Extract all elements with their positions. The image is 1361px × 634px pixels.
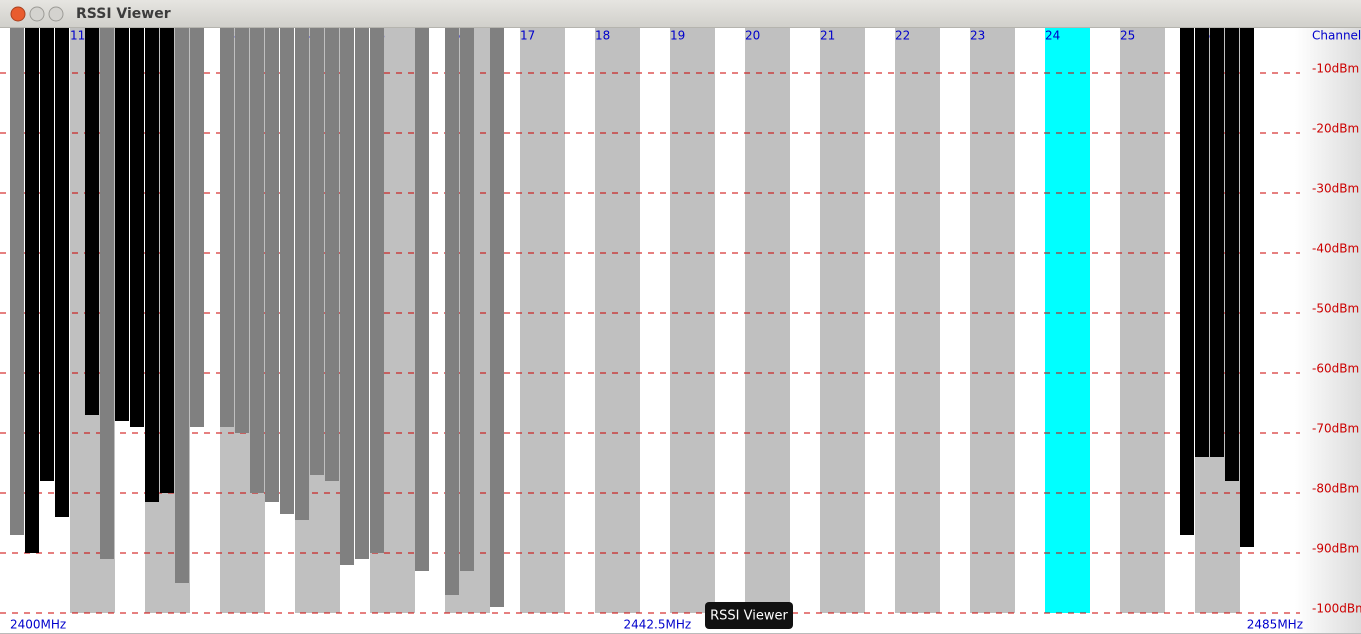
- rssi-bar: [40, 28, 54, 481]
- close-button[interactable]: [10, 6, 26, 22]
- rssi-bar: [175, 28, 189, 583]
- x-tick-label: 2400MHz: [10, 618, 66, 632]
- plot: 11121314151617181920212223242526Channel-…: [0, 28, 1361, 632]
- rssi-bar: [250, 28, 264, 493]
- channel-band: [970, 28, 1015, 613]
- edge-fade: [1295, 28, 1361, 634]
- channel-label: 23: [970, 29, 985, 43]
- channel-label: 20: [745, 29, 760, 43]
- rssi-bar: [235, 28, 249, 433]
- y-tick-label: -90dBm: [1312, 542, 1359, 556]
- channel-label: 25: [1120, 29, 1135, 43]
- rssi-bar: [1180, 28, 1194, 535]
- channel-label: 22: [895, 29, 910, 43]
- y-tick-label: -20dBm: [1312, 122, 1359, 136]
- rssi-bar: [85, 28, 99, 415]
- rssi-bar: [490, 28, 504, 607]
- rssi-bar: [145, 28, 159, 502]
- title-bar: [0, 0, 1361, 28]
- channel-band: [670, 28, 715, 613]
- rssi-bar: [160, 28, 174, 493]
- rssi-bar: [1210, 28, 1224, 457]
- channel-label: 21: [820, 29, 835, 43]
- x-tick-label: 2442.5MHz: [624, 618, 692, 632]
- rssi-bar: [55, 28, 69, 517]
- rssi-bar: [1195, 28, 1209, 457]
- channel-label: 19: [670, 29, 685, 43]
- y-tick-label: -80dBm: [1312, 482, 1359, 496]
- rssi-bar: [295, 28, 309, 520]
- y-tick-label: -30dBm: [1312, 182, 1359, 196]
- rssi-bar: [280, 28, 294, 514]
- maximize-button[interactable]: [48, 6, 64, 22]
- channel-label: 24: [1045, 29, 1060, 43]
- rssi-bar: [130, 28, 144, 427]
- channel-band: [1120, 28, 1165, 613]
- channel-band: [820, 28, 865, 613]
- channel-band: [1045, 28, 1090, 613]
- channel-band: [595, 28, 640, 613]
- rssi-bar: [370, 28, 384, 553]
- window-title: RSSI Viewer: [76, 6, 171, 22]
- rssi-bar: [10, 28, 24, 535]
- tooltip-box: [705, 602, 793, 629]
- channel-axis-label: Channel: [1312, 29, 1361, 43]
- rssi-bar: [310, 28, 324, 475]
- rssi-bar: [220, 28, 234, 427]
- rssi-bar: [325, 28, 339, 481]
- channel-label: 18: [595, 29, 610, 43]
- x-tick-label: 2485MHz: [1247, 618, 1303, 632]
- channel-band: [895, 28, 940, 613]
- y-tick-label: -10dBm: [1312, 62, 1359, 76]
- y-tick-label: -70dBm: [1312, 422, 1359, 436]
- rssi-bar: [1240, 28, 1254, 547]
- minimize-button[interactable]: [29, 6, 45, 22]
- tooltip: RSSI Viewer: [710, 609, 788, 624]
- rssi-bar: [115, 28, 129, 421]
- rssi-bar: [340, 28, 354, 565]
- channel-band: [745, 28, 790, 613]
- rssi-bar: [460, 28, 474, 571]
- rssi-bar: [355, 28, 369, 559]
- channel-label: 11: [70, 29, 85, 43]
- rssi-bar: [265, 28, 279, 502]
- rssi-bar: [100, 28, 114, 559]
- rssi-bar: [415, 28, 429, 571]
- y-tick-label: -40dBm: [1312, 242, 1359, 256]
- rssi-bar: [25, 28, 39, 553]
- rssi-bar: [1225, 28, 1239, 481]
- y-tick-label: -50dBm: [1312, 302, 1359, 316]
- rssi-bar: [445, 28, 459, 595]
- channel-label: 17: [520, 29, 535, 43]
- rssi-bar: [190, 28, 204, 427]
- y-tick-label: -60dBm: [1312, 362, 1359, 376]
- channel-band: [520, 28, 565, 613]
- y-tick-label: -100dBm: [1312, 602, 1361, 616]
